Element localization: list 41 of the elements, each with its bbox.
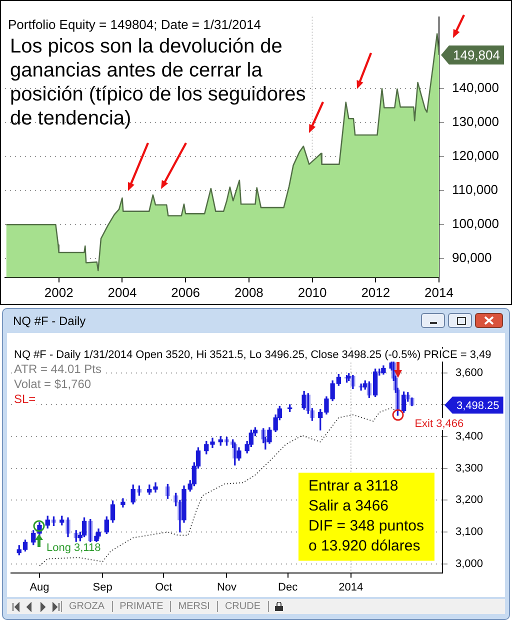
x-tick-label: Nov xyxy=(216,581,238,594)
text: 149,804 xyxy=(453,48,500,63)
y-tick-label: 3,100 xyxy=(455,526,484,538)
y-tick-label: 140,000 xyxy=(452,80,500,95)
y-tick-label: 3,000 xyxy=(455,558,484,570)
x-tick-label: Sep xyxy=(92,581,112,594)
x-tick-label: 2004 xyxy=(108,284,137,300)
annotation: Entrar a 3118 Salir a 3466 DIF = 348 puntos o 13.920 dólares xyxy=(308,477,424,554)
annotation: Los picos son la devolución de ganancias antes de cerrar la posición (típico de los seguidores de tendencia) xyxy=(10,35,306,130)
x-tick-label: 2014 xyxy=(424,284,454,300)
y-tick-label: 130,000 xyxy=(452,114,500,129)
text: PRIMATE xyxy=(112,601,172,612)
x-tick-label: Aug xyxy=(30,581,50,594)
x-tick-label: Dec xyxy=(278,581,298,594)
annotation: Volat = $1,760 xyxy=(14,376,92,391)
chart-subtitle: Portfolio Equity = 149804; Date = 1/31/2014 xyxy=(8,16,261,32)
x-tick-label: 2008 xyxy=(234,284,264,300)
text: MERSI xyxy=(171,601,218,612)
y-tick-label: 3,300 xyxy=(455,462,484,474)
x-tick-label: 2014 xyxy=(338,581,364,594)
y-tick-label: 3,400 xyxy=(455,430,484,442)
x-tick-label: 2006 xyxy=(171,284,200,300)
annotation: Long 3,118 xyxy=(46,542,101,554)
annotation: ATR = 44.01 Pts xyxy=(14,362,102,376)
x-tick-label: 2002 xyxy=(44,284,74,300)
y-tick-label: 90,000 xyxy=(452,250,492,266)
x-tick-label: Oct xyxy=(155,581,172,594)
annotation: Exit 3,466 xyxy=(414,418,464,430)
annotation: SL= xyxy=(14,392,36,406)
y-tick-label: 110,000 xyxy=(452,182,498,198)
x-tick-label: 2012 xyxy=(361,284,390,300)
text: CRUDE xyxy=(218,601,269,612)
text: GROZA xyxy=(61,601,113,612)
y-tick-label: 3,600 xyxy=(455,366,484,379)
chart-title: NQ #F - Daily xyxy=(13,314,86,328)
x-tick-label: 2010 xyxy=(298,284,327,300)
annotation: NQ #F - Daily 1/31/2014 Open 3520, Hi 3521.5, Lo 3496.25, Close 3498.25 (-0.5%) PRICE = 3,49 xyxy=(14,349,492,362)
y-tick-label: 120,000 xyxy=(452,148,500,164)
y-tick-label: 3,200 xyxy=(455,494,484,506)
y-tick-label: 100,000 xyxy=(452,216,500,232)
text: 3,498.25 xyxy=(456,400,500,412)
